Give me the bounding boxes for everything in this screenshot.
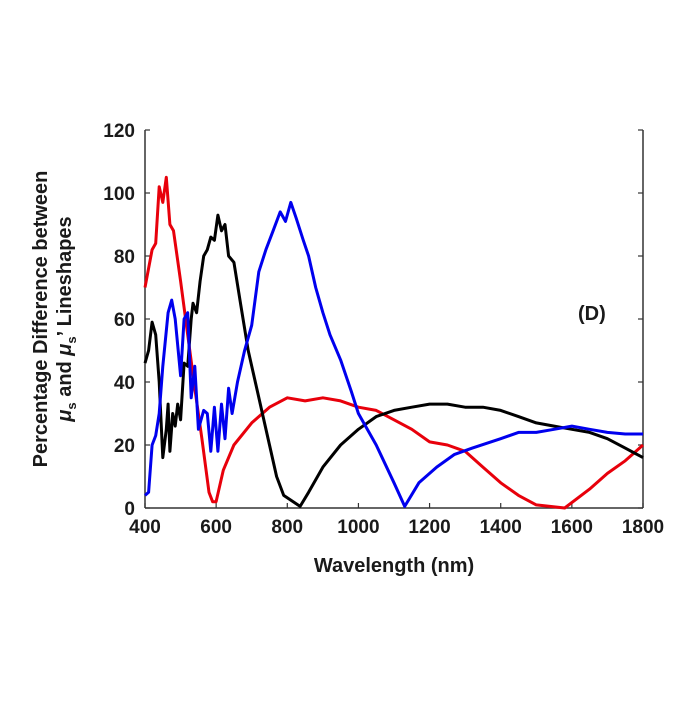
- x-tick-label: 1000: [337, 517, 379, 538]
- x-tick-label: 1200: [408, 517, 450, 538]
- x-tick-label: 1800: [622, 517, 664, 538]
- series-line-blue: [144, 200, 643, 508]
- lineshapes-text: ’ Lineshapes: [54, 216, 76, 336]
- subscript-s: s: [64, 336, 79, 343]
- and-text: and: [54, 356, 76, 403]
- series-lines: [143, 175, 644, 510]
- subscript-s: s: [64, 402, 79, 409]
- panel-annotation: (D): [578, 303, 606, 325]
- y-tick-label: 60: [114, 310, 135, 331]
- y-axis-label-line2: μs and μs’ Lineshapes: [54, 216, 79, 422]
- y-tick-label: 120: [103, 121, 135, 142]
- y-tick-label: 40: [114, 373, 135, 394]
- y-tick-label: 0: [124, 499, 135, 520]
- x-axis-label: Wavelength (nm): [314, 555, 474, 577]
- mu-symbol: μ: [54, 344, 76, 357]
- x-tick-label: 1400: [480, 517, 522, 538]
- x-tick-label: 800: [271, 517, 303, 538]
- y-axis-label-line1: Percentage Difference between: [30, 171, 52, 468]
- y-tick-label: 80: [114, 247, 135, 268]
- x-tick-label: 600: [200, 517, 232, 538]
- x-tick-label: 1600: [551, 517, 593, 538]
- axes: 400 600 800 1000 1200 1400 1600 1800 0 20 40 60 80 10…: [103, 121, 664, 538]
- y-tick-label: 100: [103, 184, 135, 205]
- x-tick-label: 400: [129, 517, 161, 538]
- y-tick-label: 20: [114, 436, 135, 457]
- mu-symbol: μ: [54, 410, 76, 423]
- series-line-red: [143, 175, 644, 510]
- y-axis-label: Percentage Difference between μs and μs’…: [30, 171, 79, 468]
- series-line-black: [143, 213, 644, 508]
